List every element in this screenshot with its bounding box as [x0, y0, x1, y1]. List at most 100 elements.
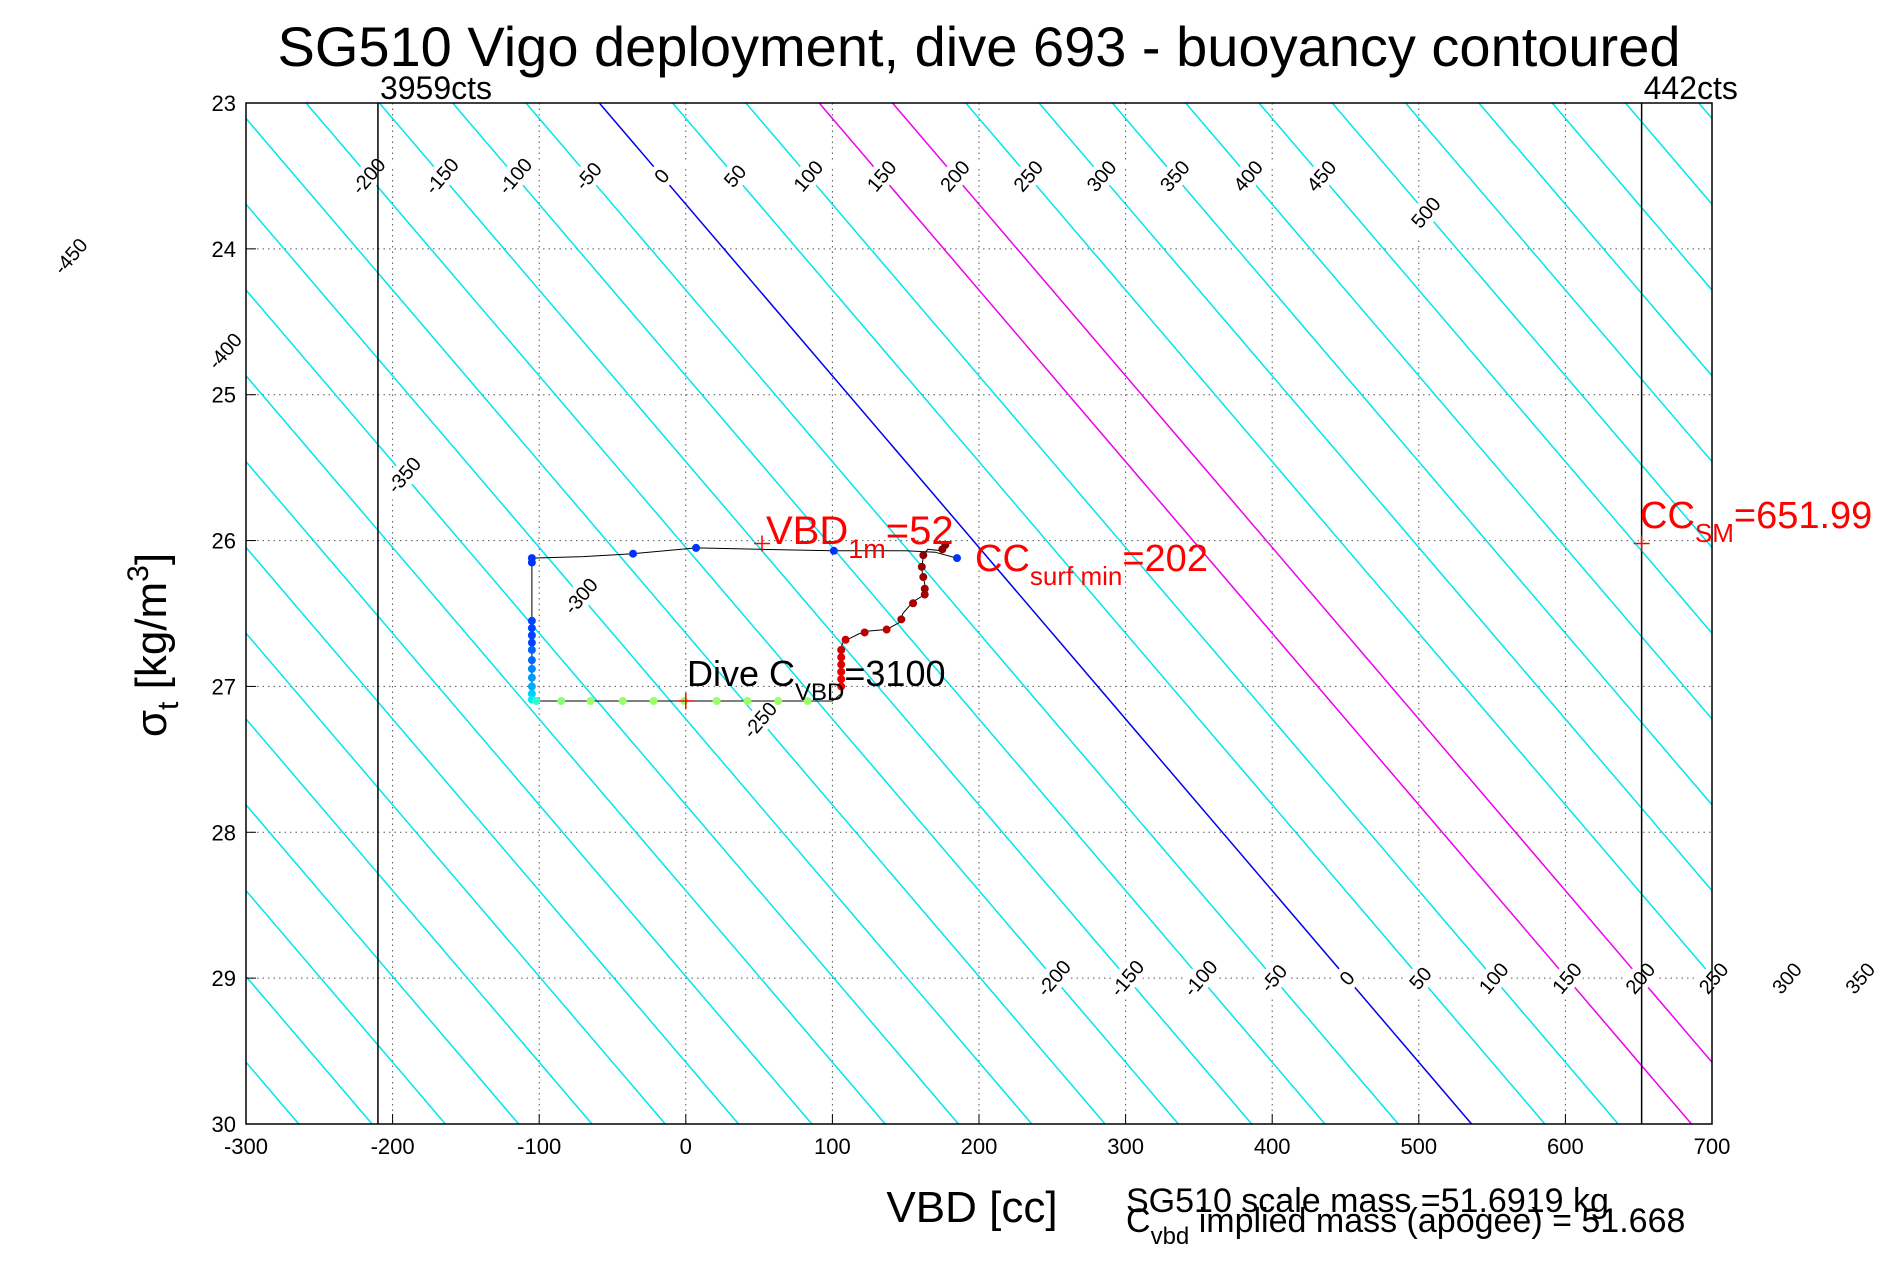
dive-point: [527, 638, 536, 647]
contour-label-bg: [635, 148, 688, 204]
contour-line: [598, 103, 1473, 1124]
dive-point: [837, 675, 846, 684]
dive-point: [897, 615, 906, 624]
contour-line: [246, 889, 446, 1124]
x-tick-label: 700: [1694, 1134, 1731, 1159]
contour-label-bg: [1834, 950, 1887, 1006]
annotation-ccsurf: CCsurf min=202: [975, 538, 1208, 591]
contour-line: [1038, 103, 1712, 892]
footer-base: C: [1126, 1202, 1151, 1240]
annotation-sub: VBD: [795, 679, 844, 706]
contour-label-bg: [1247, 950, 1300, 1006]
contour-label-bg: [1320, 950, 1373, 1006]
contour-label-bg: [1760, 950, 1813, 1006]
dive-point: [527, 673, 536, 682]
contour-line: [525, 103, 1399, 1124]
dive-point: [917, 562, 926, 571]
dive-point: [837, 682, 846, 691]
dive-point: [909, 599, 918, 608]
contour-line: [246, 288, 960, 1124]
contour-line: [1185, 103, 1712, 721]
contour-label-bg: [1540, 950, 1593, 1006]
contour-label-bg: [855, 148, 908, 204]
contour-label-bg: [733, 692, 786, 748]
contour-line: [1405, 103, 1712, 463]
annotation-sub: SM: [1695, 518, 1734, 548]
dive-point: [919, 573, 928, 582]
contour-line: [1331, 103, 1712, 549]
grid-lines: [246, 103, 1712, 1124]
annotation-base: VBD: [766, 509, 848, 553]
plus-marker: [677, 693, 694, 710]
contour-label-bg: [928, 148, 981, 204]
dive-point: [774, 697, 783, 706]
y-tick-label: 29: [212, 966, 236, 991]
dive-point: [532, 697, 541, 706]
y-label-rest: [kg/m: [127, 582, 176, 702]
buoyancy-contours: [246, 103, 1712, 1124]
contour-label-bg: [377, 447, 430, 503]
contour-line: [818, 103, 1693, 1124]
contour-label-bg: [342, 148, 395, 204]
dive-point: [527, 645, 536, 654]
dive-point: [743, 697, 752, 706]
annotation-base: CC: [975, 538, 1030, 580]
contour-line: [246, 203, 1033, 1124]
annotation-sub: 1m: [848, 534, 886, 564]
footer-scale-mass: SG510 scale mass =51.6919 kg: [1126, 1182, 1609, 1220]
contour-label-bg: [1687, 950, 1740, 1006]
plus-marker: [754, 535, 771, 552]
contour-label-bg: [1027, 950, 1080, 1006]
contour-label-bg: [782, 148, 835, 204]
contour-label-bg: [1221, 148, 1275, 204]
y-axis-ticks: 23 24 25 26 27 28 29 30: [212, 91, 256, 1137]
x-tick-label: 100: [814, 1134, 851, 1159]
x-axis-ticks: -300 -200 -100 0 100 200 300 400 500 600 700: [224, 1114, 1730, 1159]
dive-point: [953, 554, 962, 563]
y-label-end: ]: [127, 553, 176, 565]
y-tick-label: 23: [212, 91, 236, 116]
y-label-base: σ: [127, 710, 176, 737]
contour-label-bg: [1101, 950, 1154, 1006]
annotation-sub: surf min: [1030, 561, 1122, 591]
annotation-ccsm: CCSM=651.99: [1640, 495, 1872, 548]
contour-label-bg: [415, 148, 468, 204]
annotation-vbd1m: VBD1m=52: [766, 509, 954, 564]
contour-label-bg: [562, 148, 615, 204]
annotation-value: =3100: [844, 653, 945, 694]
dive-point: [527, 631, 536, 640]
contour-label-bg: [1295, 148, 1348, 204]
dive-point: [837, 667, 846, 676]
contour-line: [672, 103, 1546, 1124]
contour-label-bg: [1148, 148, 1201, 204]
dive-point: [527, 689, 536, 698]
markers: [677, 535, 1650, 710]
vbd-limit-lines: 3959cts 442cts: [377, 70, 1738, 1124]
x-tick-label: 600: [1547, 1134, 1584, 1159]
dive-points: [527, 540, 962, 706]
x-tick-label: 200: [961, 1134, 998, 1159]
dive-point: [919, 551, 928, 560]
dive-point: [649, 697, 658, 706]
annotation-value: =202: [1122, 538, 1208, 580]
annotation-base: CC: [1640, 495, 1695, 537]
annotation-base: Dive C: [687, 653, 795, 694]
y-tick-label: 28: [212, 820, 236, 845]
contour-line: [246, 632, 666, 1124]
contour-line: [378, 103, 1253, 1124]
dive-point: [941, 540, 950, 549]
dive-point: [837, 653, 846, 662]
annotation-divec: Dive CVBD=3100: [687, 653, 946, 706]
annotation-value: =52: [886, 509, 954, 553]
contour-label-bg: [1399, 184, 1452, 240]
x-tick-label: -300: [224, 1134, 268, 1159]
dive-point: [920, 584, 929, 593]
y-tick-label: 30: [212, 1112, 236, 1137]
dive-point: [618, 697, 627, 706]
contour-label-bg: [1174, 950, 1227, 1006]
dive-point: [586, 697, 595, 706]
dive-point: [527, 682, 536, 691]
y-axis-label: σt [kg/m3]: [122, 553, 185, 737]
